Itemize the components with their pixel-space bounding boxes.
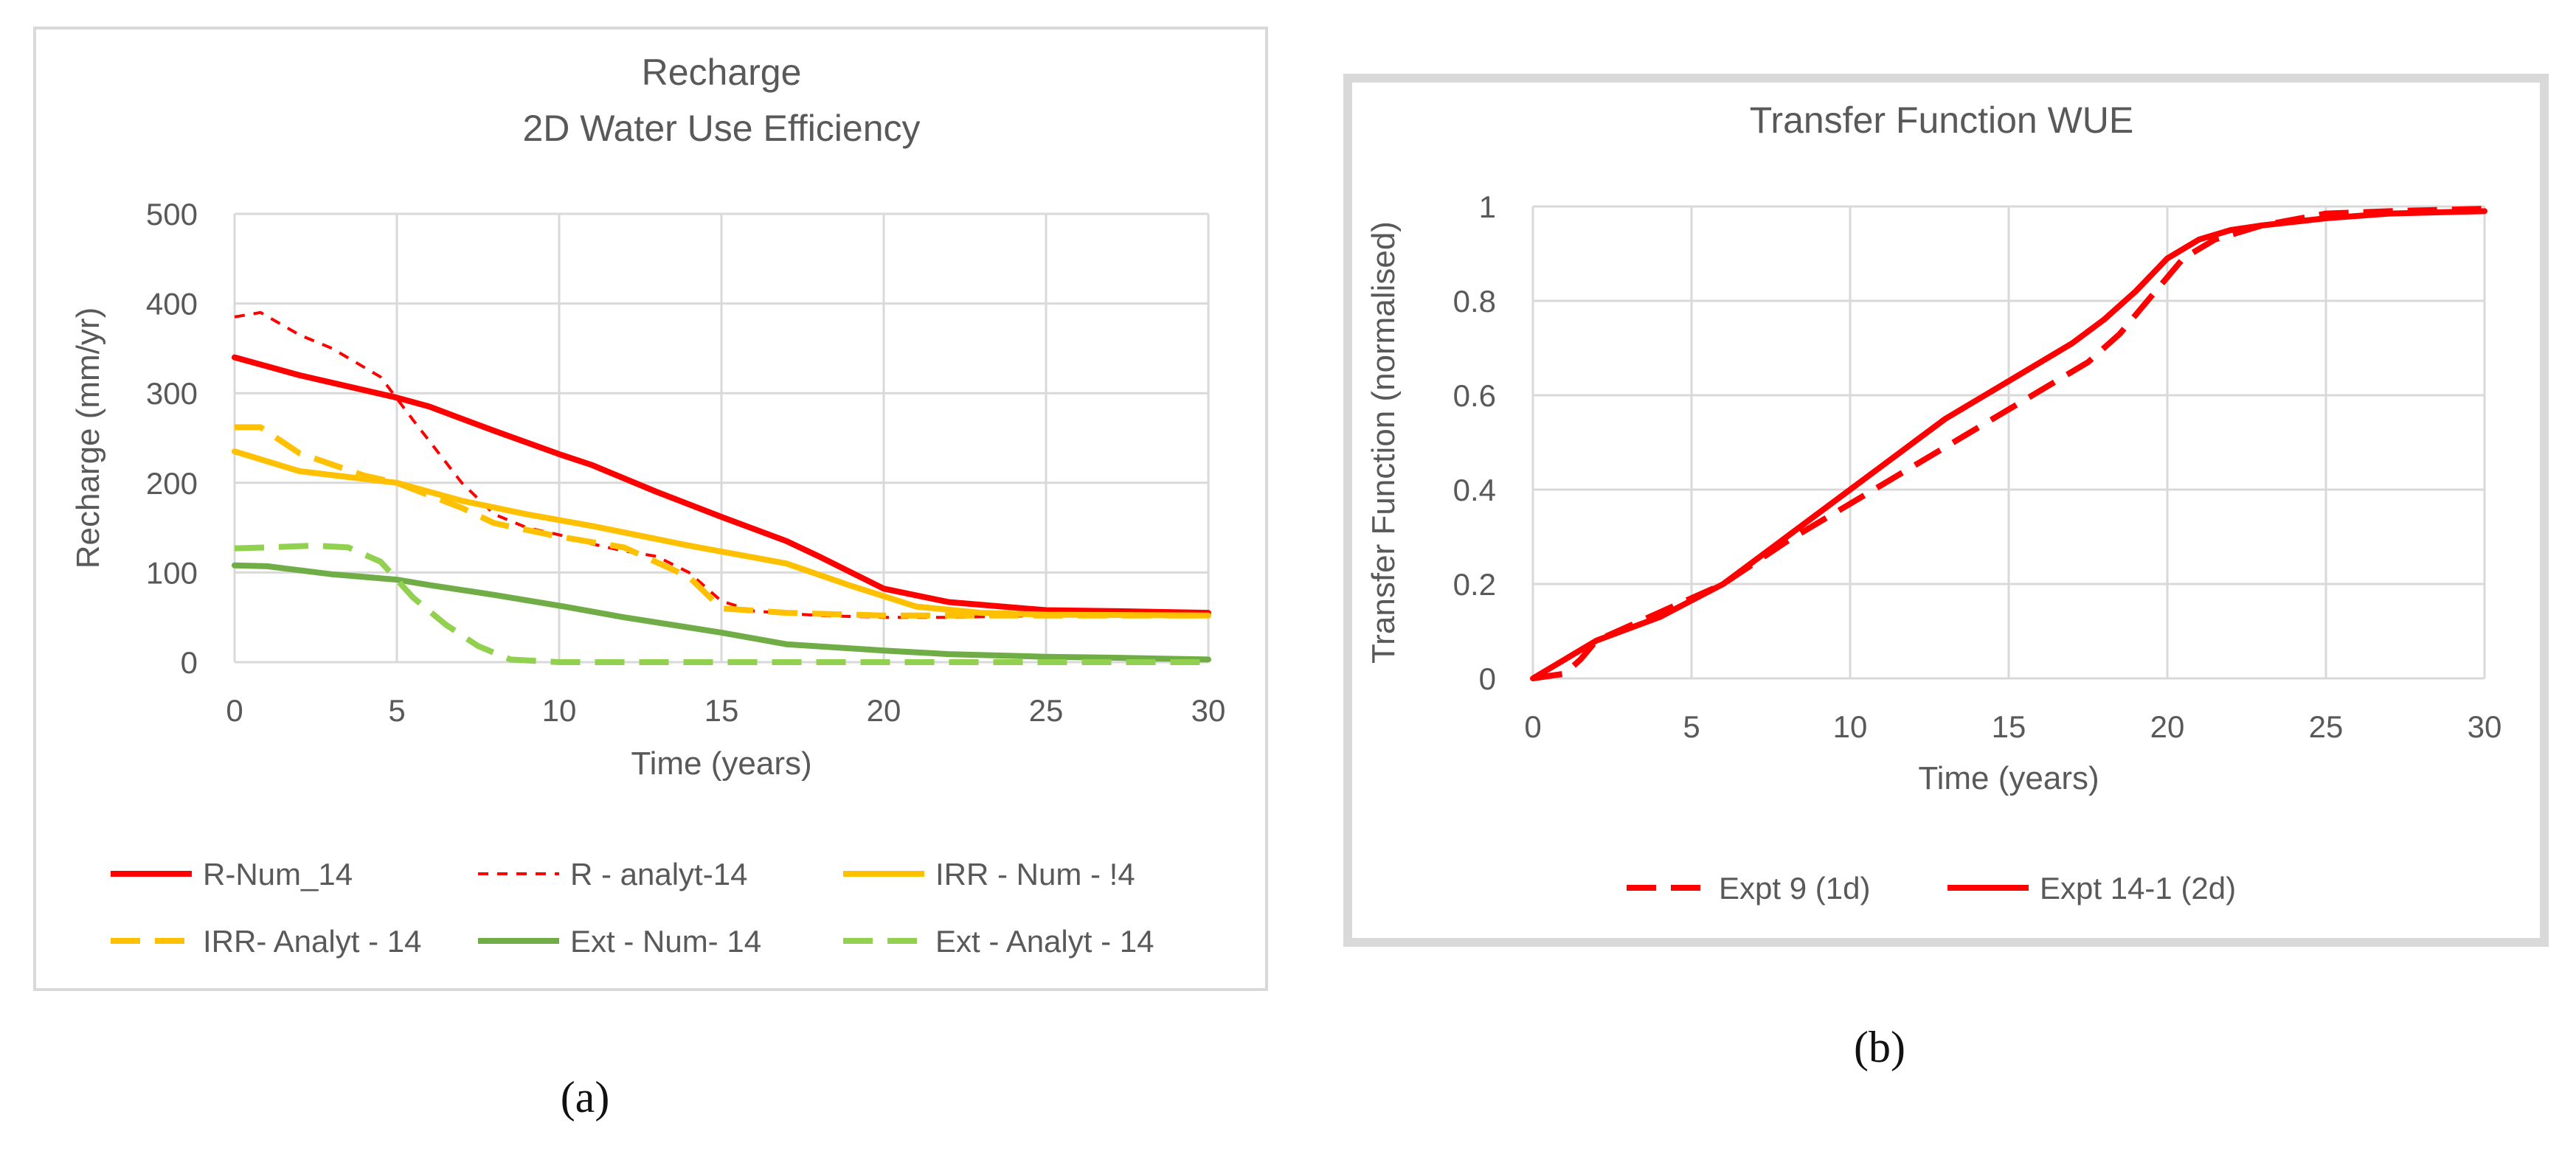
chart-a-ytick-label: 100 bbox=[146, 555, 198, 590]
chart-a-ytick-label: 300 bbox=[146, 376, 198, 411]
chart-a-legend-label: R-Num_14 bbox=[203, 857, 353, 891]
chart-a-series-line bbox=[235, 424, 1208, 619]
chart-a-legend-label: Ext - Num- 14 bbox=[570, 924, 761, 959]
chart-a-xtick-label: 0 bbox=[226, 693, 243, 728]
chart-a-ytick-label: 200 bbox=[146, 466, 198, 501]
chart-b-ytick-label: 0.2 bbox=[1453, 567, 1496, 602]
chart-a-ytick-label: 500 bbox=[146, 197, 198, 232]
chart-b-title-line: Transfer Function WUE bbox=[1750, 100, 2134, 141]
chart-a-xtick-label: 25 bbox=[1029, 693, 1064, 728]
chart-a-xtick-label: 20 bbox=[867, 693, 901, 728]
chart-a-ytick-label: 0 bbox=[181, 645, 198, 680]
caption-a: (a) bbox=[561, 1073, 610, 1122]
chart-a-series-line bbox=[232, 448, 1211, 619]
chart-b-legend-label: Expt 14-1 (2d) bbox=[2040, 871, 2236, 905]
chart-a-xlabel: Time (years) bbox=[631, 745, 811, 782]
chart-b-legend-label: Expt 9 (1d) bbox=[1719, 871, 1870, 905]
chart-b-ylabel: Transfer Function (normalised) bbox=[1365, 221, 1402, 664]
chart-a-series-line bbox=[234, 542, 1208, 665]
chart-a-legend-label: R - analyt-14 bbox=[570, 857, 747, 891]
chart-b-xtick-label: 5 bbox=[1683, 709, 1700, 744]
chart-b-xtick-label: 15 bbox=[1992, 709, 2026, 744]
chart-b-series-line bbox=[1530, 208, 2487, 681]
chart-b-xtick-label: 25 bbox=[2309, 709, 2344, 744]
chart-a-xtick-label: 30 bbox=[1191, 693, 1226, 728]
chart-a-frame bbox=[33, 27, 1268, 991]
chart-b-ytick-label: 0.6 bbox=[1453, 378, 1496, 413]
chart-a-xtick-label: 15 bbox=[704, 693, 739, 728]
chart-b-ytick-label: 0.4 bbox=[1453, 473, 1496, 507]
chart-b-frame bbox=[1343, 74, 2549, 947]
chart-a-legend-label: IRR- Analyt - 14 bbox=[203, 924, 421, 959]
caption-b: (b) bbox=[1854, 1023, 1905, 1071]
chart-b-ytick-label: 0.8 bbox=[1453, 284, 1496, 319]
chart-b-ytick-label: 0 bbox=[1479, 661, 1496, 696]
chart-a-title-line: 2D Water Use Efficiency bbox=[522, 108, 920, 149]
chart-a-ytick-label: 400 bbox=[146, 287, 198, 321]
chart-a-series-line bbox=[232, 354, 1211, 616]
chart-b-xtick-label: 30 bbox=[2468, 709, 2502, 744]
chart-b-xtick-label: 0 bbox=[1524, 709, 1541, 744]
chart-b-xtick-label: 20 bbox=[2150, 709, 2185, 744]
chart-a-ylabel: Recharge (mm/yr) bbox=[70, 307, 106, 569]
chart-b-ytick-label: 1 bbox=[1479, 190, 1496, 224]
chart-a-legend-label: IRR - Num - !4 bbox=[935, 857, 1135, 891]
chart-a-legend-label: Ext - Analyt - 14 bbox=[935, 924, 1154, 959]
chart-a-xtick-label: 10 bbox=[542, 693, 577, 728]
chart-a-series-line bbox=[234, 310, 1208, 619]
chart-b-xlabel: Time (years) bbox=[1918, 760, 2099, 796]
chart-a-title-line: Recharge bbox=[642, 52, 802, 93]
chart-a-xtick-label: 5 bbox=[388, 693, 405, 728]
chart-a-series-line bbox=[232, 562, 1211, 663]
chart-b-xtick-label: 10 bbox=[1833, 709, 1868, 744]
